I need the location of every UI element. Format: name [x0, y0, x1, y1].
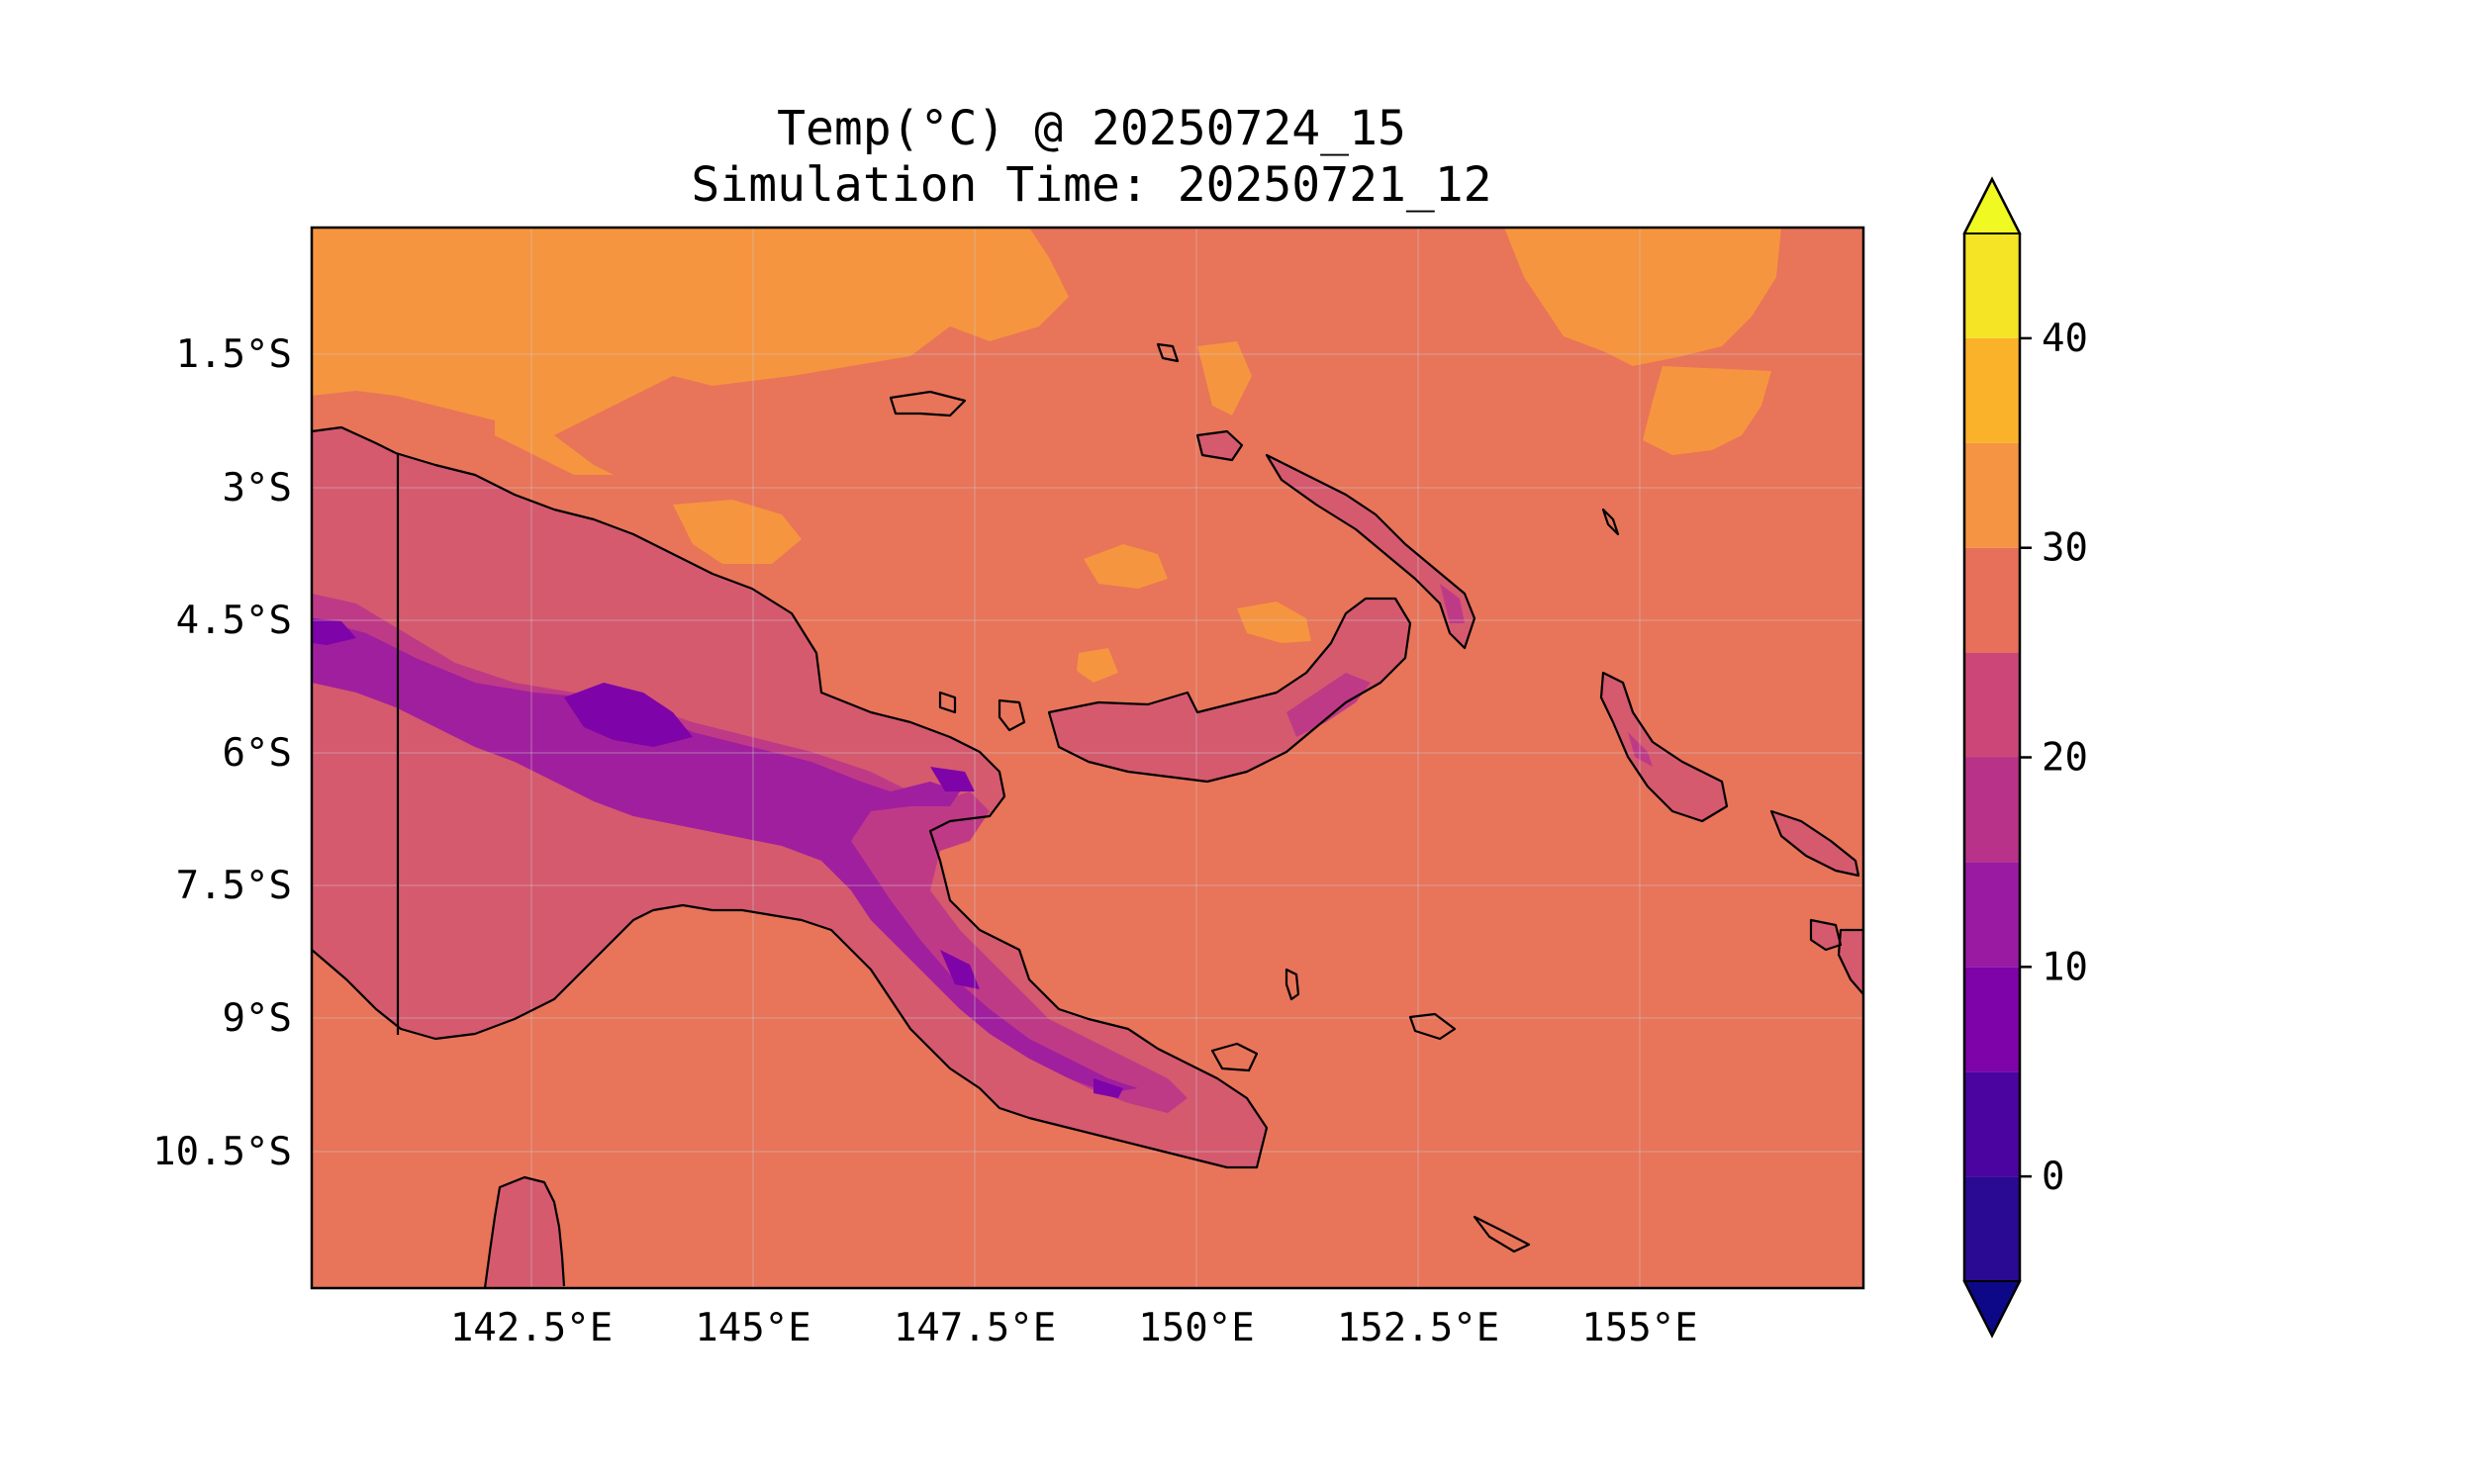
chart-title: Temp(°C) @ 20250724_15: [777, 101, 1406, 156]
warm-patch-northeast: [1504, 228, 1781, 366]
colorbar-band-35-40: [1964, 337, 2020, 443]
highland-core-east-3: [1094, 1078, 1123, 1098]
new-britain-lowland: [1049, 599, 1410, 782]
coastline-fergusson: [1210, 1042, 1259, 1072]
warm-patch-small-1: [1237, 602, 1311, 643]
colorbar-over-triangle: [1962, 176, 2022, 234]
solomon-santa-isabel: [1771, 811, 1858, 876]
coastline-cape-york: [483, 1175, 566, 1288]
coastline-schouten: [889, 390, 967, 417]
colorbar-band-0-5: [1964, 1071, 2020, 1177]
map-frame: [310, 226, 1865, 1290]
solomon-malaita: [1839, 930, 1863, 994]
coastline-malaita: [1837, 928, 1863, 996]
highland-band-10: [312, 618, 1138, 1093]
bougainville-highland: [1628, 732, 1653, 767]
coastlines: [312, 342, 1863, 1288]
coastline-manus: [1195, 429, 1244, 462]
highland-core-east-2: [940, 950, 980, 989]
colorbar-band-25-30: [1964, 547, 2020, 653]
lon-tick-145E: 145°E: [695, 1306, 810, 1350]
colorbar-band-40-45: [1964, 233, 2020, 338]
coastline-santa-isabel: [1769, 809, 1860, 878]
colorbar-band-20-25: [1964, 652, 2020, 758]
lat-tick-4.5S: 4.5°S: [176, 599, 292, 643]
warm-patch-small-3: [1197, 341, 1252, 416]
lat-tick-1.5S: 1.5°S: [176, 332, 292, 377]
highland-core-west: [312, 618, 356, 645]
lon-tick-152.5E: 152.5°E: [1337, 1306, 1499, 1350]
new-ireland: [1267, 455, 1475, 648]
lat-tick-10.5S: 10.5°S: [152, 1130, 292, 1174]
coastline-new-ireland: [1265, 453, 1476, 650]
colorbar-band-30-35: [1964, 442, 2020, 548]
solomon-guadalcanal: [1811, 920, 1841, 950]
warm-patch-north: [312, 228, 1069, 435]
lon-tick-155E: 155°E: [1581, 1306, 1697, 1350]
latitude-axis: 1.5°S 3°S 4.5°S 6°S 7.5°S 9°S 10.5°S: [152, 332, 292, 1174]
lon-tick-147.5E: 147.5°E: [894, 1306, 1056, 1350]
colorbar-bands: [1964, 233, 2020, 1281]
lat-tick-9S: 9°S: [223, 996, 292, 1041]
lon-tick-142.5E: 142.5°E: [450, 1306, 613, 1350]
coastline-new-britain: [1047, 597, 1412, 784]
colorbar: 0 10 20 30 40: [1962, 176, 2088, 1339]
highland-core-central: [564, 683, 693, 747]
coastline-karkar: [998, 698, 1026, 732]
colorbar-band-10-15: [1964, 862, 2020, 968]
warm-patch-streak: [495, 416, 614, 475]
warm-patch-mid: [673, 500, 802, 564]
colorbar-under-triangle: [1962, 1280, 2022, 1339]
warm-patch-northeast-2: [1643, 366, 1771, 455]
new-britain-highland: [1286, 673, 1371, 737]
lon-tick-150E: 150°E: [1138, 1306, 1254, 1350]
lat-tick-7.5S: 7.5°S: [176, 864, 292, 908]
longitude-axis: 142.5°E 145°E 147.5°E 150°E 152.5°E 155°…: [450, 1306, 1698, 1350]
coastline-admiralty-small: [1156, 342, 1180, 363]
chart-subtitle: Simulation Time: 20250721_12: [691, 157, 1491, 213]
colorbar-tick-label: 10: [2042, 945, 2088, 989]
map-gridlines: [312, 228, 1863, 1288]
colorbar-band--5-0: [1964, 1176, 2020, 1281]
colorbar-tick-label: 0: [2042, 1155, 2064, 1199]
colorbar-ticks: 0 10 20 30 40: [2020, 317, 2088, 1199]
manus-island: [1197, 431, 1242, 460]
new-ireland-highland: [1440, 584, 1465, 623]
coastline-bougainville: [1599, 671, 1729, 823]
colorbar-tick-label: 40: [2042, 317, 2088, 361]
coastline-trobriand: [1285, 968, 1300, 1001]
cape-york: [485, 1177, 564, 1288]
coastline-umboi: [938, 691, 957, 714]
colorbar-tick-label: 20: [2042, 736, 2088, 781]
colorbar-band-5-10: [1964, 967, 2020, 1072]
coastline-new-guinea-north: [312, 425, 1269, 1169]
coastline-bougainville-north: [1601, 508, 1620, 536]
coastline-woodlark: [1408, 1012, 1457, 1041]
temperature-contours: [312, 228, 1863, 1288]
coastline-rossel: [1473, 1215, 1531, 1253]
lat-tick-3S: 3°S: [223, 466, 292, 510]
colorbar-tick-label: 30: [2042, 526, 2088, 571]
warm-patch-bismarck: [1084, 544, 1168, 589]
coastline-guadalcanal: [1809, 918, 1843, 952]
highland-core-east-1: [930, 767, 975, 791]
colorbar-band-15-20: [1964, 757, 2020, 863]
map-panel: [310, 226, 1865, 1290]
bougainville: [1601, 673, 1727, 821]
warm-patch-small-2: [1077, 648, 1118, 683]
colorbar-outline: [1962, 176, 2022, 1339]
lat-tick-6S: 6°S: [223, 731, 292, 776]
